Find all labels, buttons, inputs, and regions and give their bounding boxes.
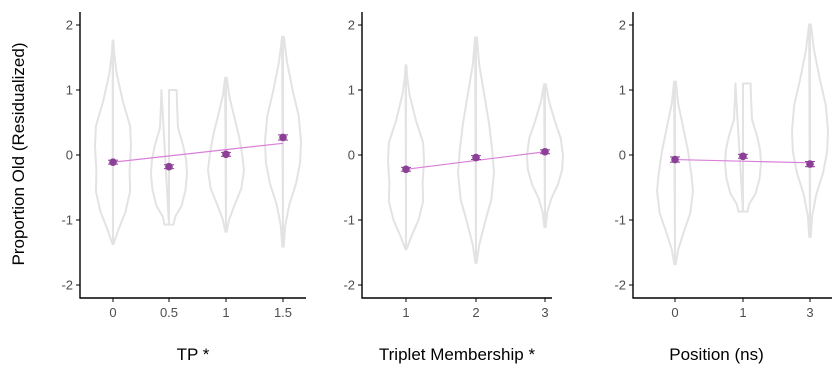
x-tick-label: 0 bbox=[109, 305, 116, 320]
y-tick-label: 1 bbox=[619, 83, 626, 98]
y-tick-label: 2 bbox=[619, 18, 626, 33]
y-tick-label: 2 bbox=[348, 18, 355, 33]
mean-point bbox=[806, 160, 814, 168]
fit-line bbox=[674, 158, 811, 164]
x-tick-label: 1 bbox=[739, 305, 746, 320]
violin bbox=[207, 76, 245, 233]
mean-point bbox=[109, 158, 117, 166]
y-tick-label: -2 bbox=[61, 278, 73, 293]
x-tick-label: 0 bbox=[671, 305, 678, 320]
violin bbox=[457, 36, 495, 264]
x-axis-label: Position (ns) bbox=[669, 345, 763, 364]
panel-2: -2 -1 0 1 2 1 2 3 Triplet Membership * bbox=[343, 12, 564, 364]
mean-point bbox=[472, 153, 480, 162]
fit-line bbox=[112, 142, 284, 163]
mean-point bbox=[165, 162, 173, 171]
mean-point bbox=[541, 147, 549, 156]
y-tick-label: -1 bbox=[614, 213, 626, 228]
violin bbox=[791, 23, 829, 238]
violin bbox=[264, 35, 302, 248]
mean-point bbox=[671, 155, 679, 164]
y-tick-label: -2 bbox=[614, 278, 626, 293]
x-axis-label: Triplet Membership * bbox=[379, 345, 536, 364]
x-tick-label: 1.5 bbox=[274, 305, 292, 320]
violin bbox=[94, 39, 132, 246]
x-tick-label: 1 bbox=[402, 305, 409, 320]
mean-point bbox=[279, 133, 287, 142]
violin bbox=[724, 82, 762, 213]
mean-point bbox=[222, 150, 230, 159]
y-tick-label: -1 bbox=[343, 213, 355, 228]
x-axis-label: TP * bbox=[177, 345, 210, 364]
violin bbox=[387, 64, 425, 251]
y-tick-label: -2 bbox=[343, 278, 355, 293]
y-tick-label: 1 bbox=[66, 83, 73, 98]
x-tick-label: 2 bbox=[472, 305, 479, 320]
x-tick-label: 3 bbox=[541, 305, 548, 320]
y-tick-label: 0 bbox=[348, 148, 355, 163]
x-tick-label: 1 bbox=[222, 305, 229, 320]
violin bbox=[526, 83, 564, 229]
panel-3: -2 -1 0 1 2 0 1 3 Position (ns) bbox=[614, 12, 832, 364]
y-tick-label: 0 bbox=[66, 148, 73, 163]
y-axis-label: Proportion Old (Residualized) bbox=[9, 43, 28, 266]
violin bbox=[150, 89, 188, 226]
y-tick-label: 2 bbox=[66, 18, 73, 33]
y-tick-label: 0 bbox=[619, 148, 626, 163]
x-tick-label: 3 bbox=[806, 305, 813, 320]
mean-point bbox=[739, 152, 747, 161]
panel-1: -2 -1 0 1 2 0 0.5 1 1.5 TP * bbox=[61, 12, 306, 364]
violin bbox=[656, 80, 694, 266]
y-tick-label: 1 bbox=[348, 83, 355, 98]
y-tick-label: -1 bbox=[61, 213, 73, 228]
x-tick-label: 0.5 bbox=[160, 305, 178, 320]
mean-point bbox=[402, 165, 410, 174]
